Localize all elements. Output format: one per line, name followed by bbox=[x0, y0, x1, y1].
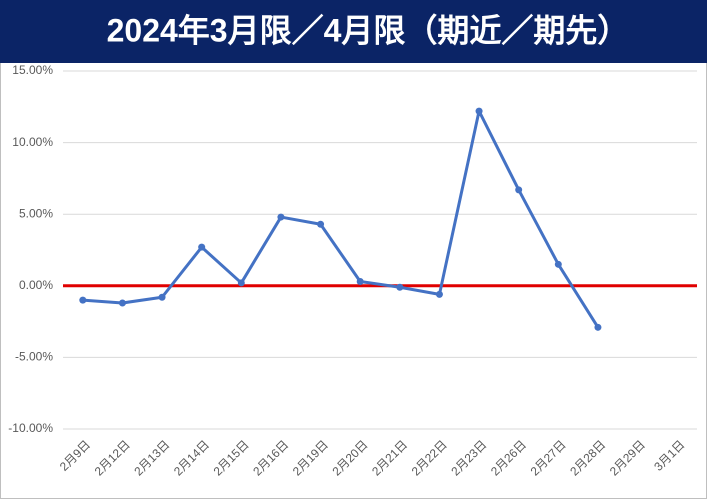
data-point bbox=[475, 107, 483, 115]
data-point bbox=[435, 290, 443, 298]
data-point bbox=[554, 260, 562, 268]
title-banner bbox=[0, 0, 707, 63]
data-line bbox=[82, 109, 600, 329]
y-tick-label: -5.00% bbox=[15, 350, 53, 364]
y-tick-label: 10.00% bbox=[12, 135, 53, 149]
data-point bbox=[118, 299, 126, 307]
y-tick-label: 0.00% bbox=[19, 278, 53, 292]
data-point bbox=[277, 213, 285, 221]
data-point bbox=[356, 278, 364, 286]
y-tick-label: -10.00% bbox=[8, 421, 53, 435]
chart-title: 2024年3月限／4月限（期近／期先） bbox=[107, 12, 630, 48]
data-point bbox=[594, 323, 602, 331]
y-tick-label: 15.00% bbox=[12, 63, 53, 77]
data-point bbox=[79, 296, 87, 304]
data-point bbox=[515, 186, 523, 194]
data-point bbox=[198, 243, 206, 251]
data-point bbox=[396, 283, 404, 291]
data-point bbox=[158, 293, 166, 301]
data-point bbox=[317, 220, 325, 228]
y-tick-label: 5.00% bbox=[19, 206, 53, 220]
data-point bbox=[237, 279, 245, 287]
